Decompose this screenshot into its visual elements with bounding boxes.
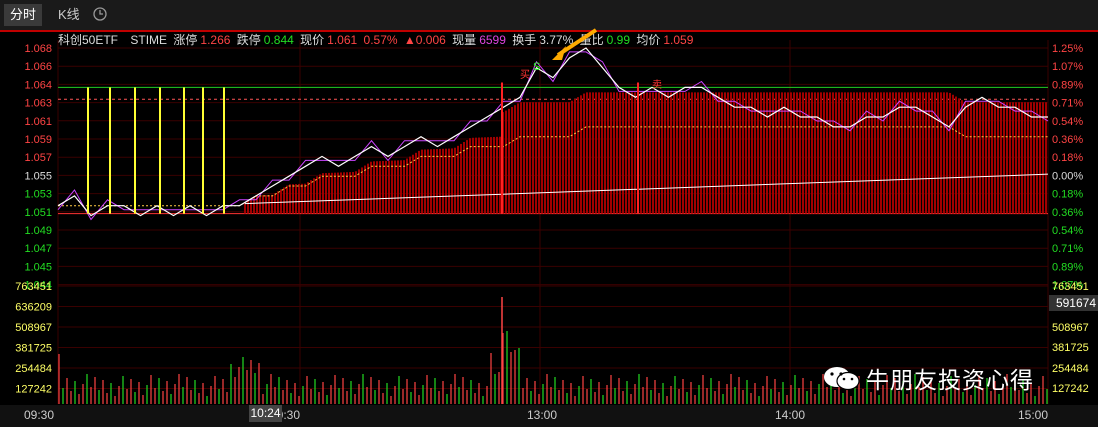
time-tick: 09:30 bbox=[24, 408, 55, 422]
pct-tick: 1.07% bbox=[1052, 61, 1083, 73]
wechat-icon bbox=[824, 367, 860, 391]
s-marker: S bbox=[533, 61, 540, 73]
vol-tick-right: 127242 bbox=[1052, 383, 1089, 395]
vol-tick-right: 763451 bbox=[1052, 281, 1089, 293]
stime-label: STIME bbox=[130, 33, 168, 47]
sell-marker: 卖 bbox=[652, 79, 662, 91]
price-change: ▲0.006 bbox=[403, 33, 446, 47]
limit-down-label: 跌停 bbox=[236, 33, 261, 47]
quote-info-bar: 科创50ETF STIME 涨停 1.266 跌停 0.844 现价 1.061 0.… bbox=[58, 32, 696, 48]
avg-price-line bbox=[58, 126, 1048, 207]
tab-bar: 分时 K线 bbox=[0, 0, 1098, 31]
pct-axis: 1.25% 1.07% 0.89% 0.71% 0.54% 0.36% 0.18% 0.00%… bbox=[1052, 43, 1083, 292]
header-divider bbox=[0, 30, 1098, 32]
signal-lines bbox=[87, 82, 639, 214]
pct-tick: 0.89% bbox=[1052, 261, 1083, 273]
avg-line-group bbox=[58, 126, 1048, 207]
watermark-text: 牛朋友投资心得 bbox=[866, 368, 1034, 394]
price-tick: 1.045 bbox=[24, 261, 52, 273]
turnover-value: 3.77% bbox=[539, 33, 574, 47]
volume-ratio-value: 0.99 bbox=[606, 33, 630, 47]
price-tick: 1.049 bbox=[24, 225, 52, 237]
annotation-arrowhead bbox=[552, 46, 566, 60]
avg-price-label: 均价 bbox=[636, 33, 661, 47]
buy-marker: 买 bbox=[520, 69, 530, 81]
vol-tick: 127242 bbox=[15, 384, 52, 396]
price-tick: 1.059 bbox=[24, 134, 52, 146]
price-line-secondary bbox=[57, 51, 1049, 221]
pct-tick: 1.25% bbox=[1052, 43, 1083, 55]
pct-tick: 0.54% bbox=[1052, 225, 1083, 237]
limit-up-value: 1.266 bbox=[200, 33, 231, 47]
time-tick: 13:00 bbox=[527, 408, 558, 422]
vol-tick: 636209 bbox=[15, 302, 52, 314]
pct-tick: 0.36% bbox=[1052, 207, 1083, 219]
price-label: 现价 bbox=[300, 33, 325, 47]
history-icon[interactable] bbox=[92, 6, 108, 22]
price-pct: 0.57% bbox=[363, 33, 398, 47]
time-axis: 09:30 10:30 13:00 14:00 15:00 bbox=[0, 405, 1098, 427]
price-tick: 1.047 bbox=[24, 243, 52, 255]
price-tick: 1.063 bbox=[24, 98, 52, 110]
volume-value: 6599 bbox=[479, 33, 506, 47]
tab-kline[interactable]: K线 bbox=[58, 7, 80, 22]
vol-tick: 381725 bbox=[15, 343, 52, 355]
pct-tick: 0.18% bbox=[1052, 189, 1083, 201]
vol-tick: 763451 bbox=[15, 281, 52, 293]
vol-tick-right: 254484 bbox=[1052, 363, 1089, 375]
pct-tick: 0.71% bbox=[1052, 98, 1083, 110]
avg-area-bars bbox=[244, 92, 1049, 214]
limit-down-value: 0.844 bbox=[263, 33, 294, 47]
pct-tick: 1.07% bbox=[1052, 280, 1083, 292]
tab-fenshi[interactable]: 分时 bbox=[4, 4, 43, 26]
time-tick: 14:00 bbox=[775, 408, 806, 422]
avg-price-value: 1.059 bbox=[663, 33, 694, 47]
price-axis: 1.068 1.066 1.064 1.063 1.061 1.059 1.057 1.055… bbox=[24, 43, 52, 292]
watermark: 牛朋友投资心得 bbox=[822, 363, 1034, 394]
vol-tick: 508967 bbox=[15, 322, 52, 334]
volume-ratio-label: 量比 bbox=[579, 33, 604, 47]
price-tick: 1.057 bbox=[24, 152, 52, 164]
pct-tick: 0.00% bbox=[1052, 170, 1083, 182]
pct-tick: 0.89% bbox=[1052, 79, 1083, 91]
time-tick: 15:00 bbox=[1018, 408, 1049, 422]
price-tick: 1.051 bbox=[24, 207, 52, 219]
chart-grid bbox=[57, 40, 1049, 404]
limit-up-label: 涨停 bbox=[173, 33, 198, 47]
turnover-label: 换手 bbox=[512, 33, 537, 47]
price-value: 1.061 bbox=[327, 33, 358, 47]
price-tick: 1.061 bbox=[24, 116, 52, 128]
current-volume-badge: 591674 bbox=[1049, 295, 1098, 311]
vol-tick-right: 508967 bbox=[1052, 322, 1089, 334]
price-tick: 1.044 bbox=[24, 280, 52, 292]
cursor-time-badge: 10:24 bbox=[249, 405, 282, 422]
security-name: 科创50ETF bbox=[58, 33, 119, 47]
vol-tick: 254484 bbox=[15, 363, 52, 375]
price-tick: 1.053 bbox=[24, 189, 52, 201]
vol-tick-right: 381725 bbox=[1052, 342, 1089, 354]
price-tick: 1.066 bbox=[24, 61, 52, 73]
trend-line bbox=[244, 173, 1049, 205]
price-line bbox=[57, 47, 1048, 217]
volume-label: 现量 bbox=[452, 33, 477, 47]
price-lines bbox=[57, 47, 1049, 221]
price-tick: 1.055 bbox=[24, 170, 52, 182]
pct-tick: 0.36% bbox=[1052, 134, 1083, 146]
pct-tick: 0.54% bbox=[1052, 116, 1083, 128]
pct-tick: 0.71% bbox=[1052, 243, 1083, 255]
price-tick: 1.068 bbox=[24, 43, 52, 55]
pct-tick: 0.18% bbox=[1052, 152, 1083, 164]
price-tick: 1.064 bbox=[24, 79, 52, 91]
